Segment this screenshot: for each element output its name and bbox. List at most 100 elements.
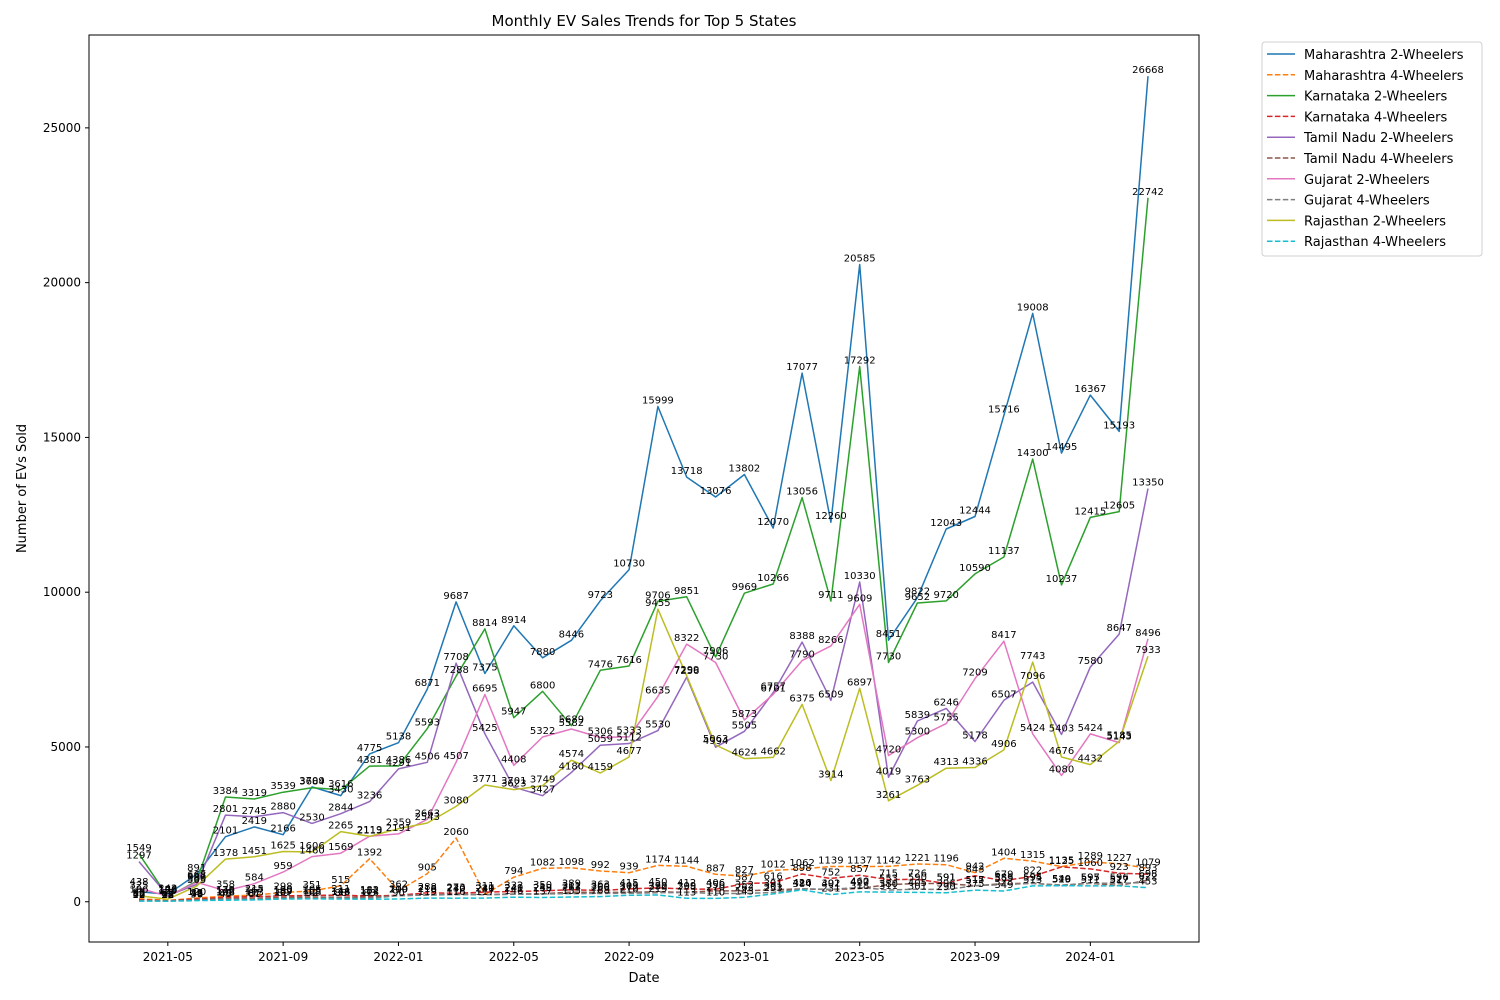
data-label: 119 <box>418 887 437 898</box>
data-label: 5306 <box>588 727 613 738</box>
data-label: 318 <box>850 881 869 892</box>
data-label: 6509 <box>818 689 843 700</box>
data-label: 9455 <box>645 598 670 609</box>
x-tick-label: 2022-05 <box>489 950 539 964</box>
data-label: 178 <box>158 885 177 896</box>
data-label: 526 <box>1052 875 1071 886</box>
data-label: 12444 <box>959 506 991 517</box>
data-label: 1404 <box>991 847 1016 858</box>
data-label: 2663 <box>415 808 440 819</box>
data-label: 827 <box>735 865 754 876</box>
data-label: 262 <box>735 883 754 894</box>
data-label: 7933 <box>1135 645 1160 656</box>
data-label: 412 <box>677 878 696 889</box>
data-label: 627 <box>187 871 206 882</box>
data-label: 20585 <box>844 254 876 265</box>
series-line-9 <box>138 884 1149 902</box>
x-tick-label: 2021-09 <box>258 950 308 964</box>
data-label: 12260 <box>815 511 847 522</box>
data-label: 794 <box>504 866 523 877</box>
data-label: 151 <box>360 886 379 897</box>
data-label: 8814 <box>472 618 497 629</box>
data-label: 2530 <box>299 812 324 823</box>
data-label: 15193 <box>1103 420 1135 431</box>
data-label: 42 <box>161 890 174 901</box>
data-label: 898 <box>793 863 812 874</box>
data-label: 2359 <box>386 818 411 829</box>
data-label: 300 <box>591 882 610 893</box>
data-label: 272 <box>620 882 639 893</box>
data-label: 401 <box>821 878 840 889</box>
data-label: 1625 <box>270 841 295 852</box>
data-label: 391 <box>764 879 783 890</box>
data-label: 320 <box>648 881 667 892</box>
data-label: 117 <box>475 887 494 898</box>
legend-entry: Tamil Nadu 4-Wheelers <box>1303 152 1454 167</box>
data-label: 5178 <box>962 731 987 742</box>
y-tick-label: 10000 <box>43 585 81 599</box>
data-label: 3384 <box>213 786 238 797</box>
data-label: 10237 <box>1046 574 1078 585</box>
data-label: 752 <box>821 868 840 879</box>
data-label: 5505 <box>732 720 757 731</box>
legend-entry: Maharashtra 2-Wheelers <box>1304 48 1464 63</box>
data-label: 159 <box>158 886 177 897</box>
data-label: 450 <box>648 877 667 888</box>
legend-entry: Karnataka 4-Wheelers <box>1304 110 1448 125</box>
legend-entry: Gujarat 2-Wheelers <box>1304 173 1430 188</box>
data-label: 1139 <box>818 856 843 867</box>
data-label: 405 <box>908 878 927 889</box>
series-line-2 <box>138 197 1149 898</box>
data-label: 389 <box>562 879 581 890</box>
data-label: 1098 <box>559 857 584 868</box>
data-label: 380 <box>879 879 898 890</box>
data-label: 7708 <box>443 652 468 663</box>
data-label: 438 <box>129 877 148 888</box>
data-label: 292 <box>648 882 667 893</box>
data-label: 416 <box>793 878 812 889</box>
data-label: 2191 <box>386 823 411 834</box>
data-label: 231 <box>821 884 840 895</box>
data-label: 1451 <box>242 846 267 857</box>
data-label: 241 <box>504 883 523 894</box>
data-label: 4159 <box>588 762 613 773</box>
data-label: 4019 <box>876 766 901 777</box>
data-label: 6246 <box>933 697 958 708</box>
data-label: 591 <box>937 873 956 884</box>
series-line-1 <box>138 837 1149 902</box>
data-label: 8266 <box>818 635 843 646</box>
data-label: 857 <box>850 864 869 875</box>
data-label: 139 <box>274 887 293 898</box>
data-label: 15716 <box>988 404 1020 415</box>
data-label: 505 <box>187 875 206 886</box>
data-label: 1549 <box>126 843 151 854</box>
data-label: 83 <box>219 888 232 899</box>
data-label: 146 <box>504 886 523 897</box>
data-label: 26668 <box>1132 65 1164 76</box>
series-line-0 <box>138 76 1149 896</box>
data-label: 3749 <box>530 775 555 786</box>
data-label: 9609 <box>847 593 872 604</box>
data-label: 7375 <box>472 663 497 674</box>
data-label: 7096 <box>1020 671 1045 682</box>
data-label: 3616 <box>328 779 353 790</box>
data-label: 83 <box>363 888 376 899</box>
data-label: 4291 <box>386 758 411 769</box>
y-tick-label: 15000 <box>43 430 81 444</box>
series-line-4 <box>138 488 1149 897</box>
data-label: 332 <box>504 881 523 892</box>
data-label: 216 <box>418 884 437 895</box>
data-label: 17077 <box>786 362 818 373</box>
data-label: 25 <box>161 890 174 901</box>
data-label: 616 <box>764 872 783 883</box>
data-label: 199 <box>389 885 408 896</box>
legend-entry: Maharashtra 4-Wheelers <box>1304 69 1464 84</box>
data-label: 116 <box>447 887 466 898</box>
data-label: 3763 <box>905 774 930 785</box>
data-label: 5112 <box>616 733 641 744</box>
data-label: 6757 <box>760 682 785 693</box>
data-label: 3080 <box>443 795 468 806</box>
data-label: 6375 <box>789 693 814 704</box>
data-label: 517 <box>965 875 984 886</box>
data-label: 939 <box>620 862 639 873</box>
